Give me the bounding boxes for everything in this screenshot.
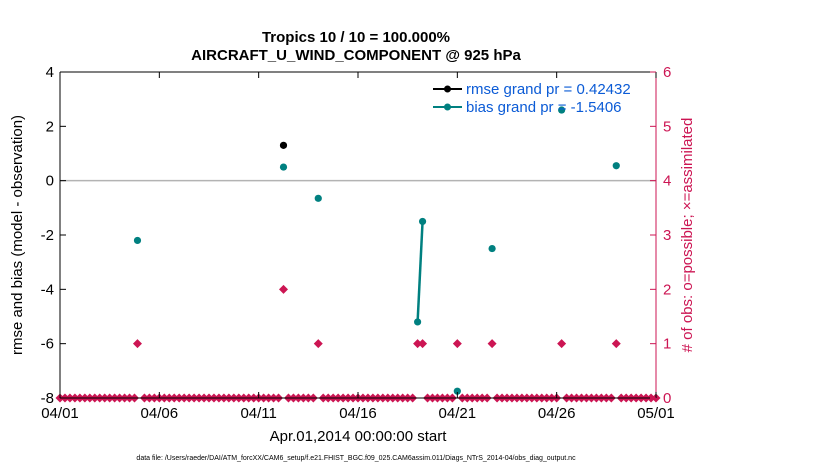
x-axis-label: Apr.01,2014 00:00:00 start [270,428,448,445]
data-file-footer: data file: /Users/raeder/DAI/ATM_forcXX/… [136,455,576,462]
x-tick-label: 04/16 [339,405,377,422]
y-tick-label-right: 0 [663,390,671,407]
y-axis-label-left: rmse and bias (model - observation) [9,115,26,355]
y-tick-label-left: -2 [41,227,54,244]
y-tick-label-right: 1 [663,336,671,353]
x-tick-label: 04/26 [538,405,576,422]
obs-count-marker [413,339,423,349]
bias-point [558,106,566,114]
obs-count-marker [452,339,462,349]
obs-count-marker [132,339,142,349]
obs-count-marker [313,339,323,349]
chart-title-line2: AIRCRAFT_U_WIND_COMPONENT @ 925 hPa [191,47,521,64]
y-tick-label-left: 0 [46,173,54,190]
x-tick-label: 04/11 [240,405,276,422]
obs-count-marker [279,284,288,294]
x-tick-label: 05/01 [637,405,675,422]
bias-point [612,162,620,170]
y-tick-label-right: 2 [663,281,671,298]
bias-point [279,163,288,171]
y-tick-label-left: 4 [46,64,54,81]
y-tick-label-left: 2 [46,118,54,135]
bias-point [418,217,427,226]
y-axis-label-right: # of obs: o=possible; ×=assimilated [679,118,696,353]
legend-bias-marker [444,103,451,111]
bias-point [488,244,496,253]
y-tick-label-right: 6 [663,64,671,81]
x-tick-label: 04/06 [141,405,179,422]
bias-point [453,387,461,395]
rmse-point [279,141,288,149]
y-tick-label-left: -4 [41,281,54,298]
bias-point [133,236,142,245]
bias-line-segment [416,221,424,322]
obs-count-marker [557,339,567,349]
legend-bias-label: bias grand pr = -1.5406 [466,99,622,116]
legend: rmse grand pr = 0.42432 bias grand pr = … [433,81,631,116]
y-tick-label-left: -8 [41,390,54,407]
x-tick-label: 04/01 [41,405,79,422]
obs-count-marker [487,339,497,349]
obs-count-marker [611,339,621,349]
plot-area [60,72,656,398]
bias-point [314,194,322,202]
obs-count-marker [418,339,428,349]
legend-rmse-marker [444,85,451,93]
legend-rmse-label: rmse grand pr = 0.42432 [466,81,631,98]
y-tick-label-right: 4 [663,173,671,190]
x-tick-label: 04/21 [439,405,477,422]
y-tick-label-left: -6 [41,336,54,353]
chart-title-line1: Tropics 10 / 10 = 100.000% [262,29,450,46]
bias-point [414,318,422,326]
y-tick-label-right: 5 [663,118,671,135]
y-tick-label-right: 3 [663,227,671,244]
